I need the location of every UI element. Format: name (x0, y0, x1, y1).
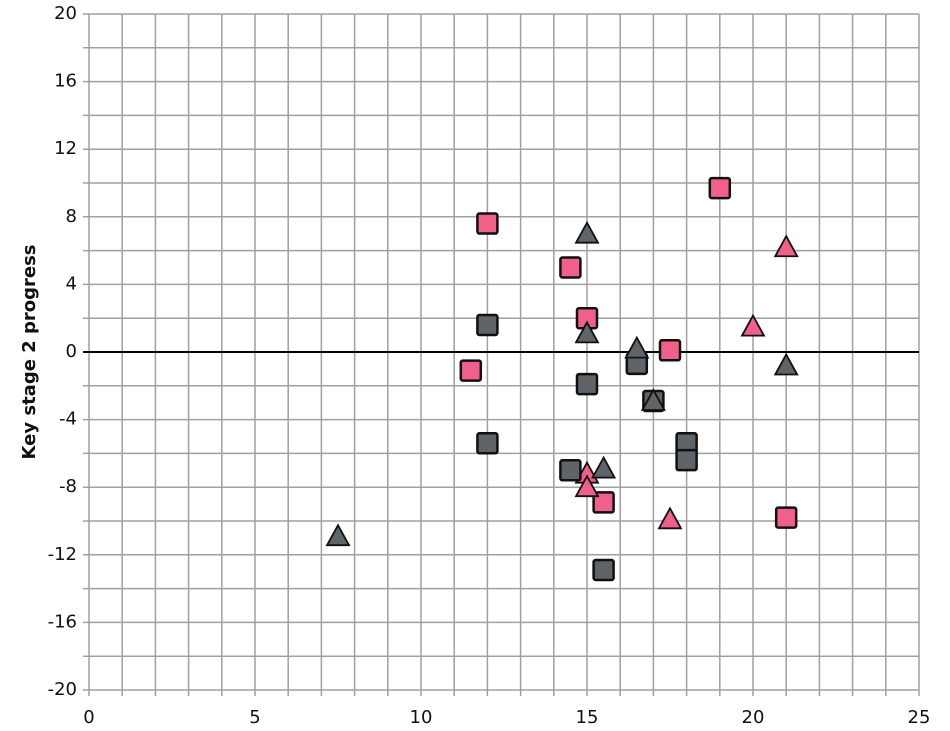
triangle-marker (657, 506, 683, 530)
triangle-marker (773, 234, 799, 258)
x-tick-label: 5 (249, 707, 260, 728)
square-marker (658, 339, 682, 362)
square-marker (774, 506, 798, 529)
y-tick-label: -16 (48, 611, 77, 632)
square-marker (559, 459, 582, 482)
square-marker (476, 432, 499, 455)
y-tick-label: 8 (66, 206, 77, 227)
triangle-marker (640, 388, 666, 411)
y-tick-label: 12 (54, 138, 77, 159)
square-marker (708, 176, 732, 200)
square-marker (675, 448, 698, 472)
square-marker (575, 372, 599, 396)
triangle-marker (591, 455, 617, 479)
y-tick-label: -20 (48, 679, 77, 700)
x-tick-label: 20 (742, 707, 765, 728)
square-marker (476, 212, 499, 235)
x-tick-label: 15 (576, 707, 599, 728)
triangle-marker (773, 352, 799, 376)
square-marker (592, 491, 615, 514)
y-tick-label: 0 (66, 341, 77, 362)
square-marker (559, 256, 582, 279)
y-tick-label: -8 (59, 476, 77, 497)
triangle-marker (574, 474, 600, 498)
x-tick-label: 0 (83, 707, 94, 728)
y-axis-label: Key stage 2 progress (19, 245, 40, 460)
square-marker (476, 313, 499, 337)
triangle-marker (740, 313, 766, 337)
triangle-marker (325, 523, 351, 547)
y-tick-label: 16 (54, 71, 77, 92)
y-tick-label: -4 (59, 409, 77, 430)
y-tick-label: 20 (54, 3, 77, 24)
triangle-marker (574, 320, 600, 344)
triangle-marker (574, 220, 600, 244)
x-tick-label: 25 (908, 707, 931, 728)
triangle-marker (624, 335, 650, 359)
x-tick-label: 10 (410, 707, 433, 728)
y-tick-label: 4 (66, 273, 77, 294)
y-tick-label: -12 (48, 544, 77, 565)
square-marker (459, 359, 483, 382)
square-marker (592, 558, 615, 582)
